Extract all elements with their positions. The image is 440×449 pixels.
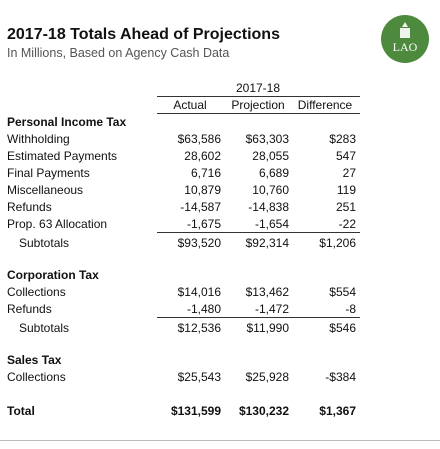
cell: $12,536 — [177, 321, 221, 335]
cell: $130,232 — [238, 404, 289, 418]
cell: $14,016 — [177, 285, 221, 299]
group-rule — [157, 96, 360, 97]
cell: 10,879 — [184, 183, 221, 197]
cell: $554 — [329, 285, 356, 299]
cell: -1,654 — [254, 217, 289, 231]
cell: $25,543 — [177, 370, 221, 384]
cell: $131,599 — [170, 404, 221, 418]
title: 2017-18 Totals Ahead of Projections — [7, 26, 280, 43]
cell: -1,480 — [186, 302, 221, 316]
row-label: Miscellaneous — [7, 183, 84, 197]
cell: $1,367 — [319, 404, 356, 418]
cell: -1,472 — [254, 302, 289, 316]
header-rule — [157, 113, 360, 114]
logo: LAO — [381, 15, 429, 63]
row-label: Subtotals — [19, 236, 70, 250]
section-heading: Corporation Tax — [7, 268, 99, 282]
cell: 28,055 — [252, 149, 289, 163]
cell: 27 — [342, 166, 356, 180]
cell: -14,587 — [180, 200, 221, 214]
column-header: Difference — [297, 98, 353, 112]
cell: 6,716 — [190, 166, 221, 180]
cell: $92,314 — [245, 236, 289, 250]
cell: $63,586 — [177, 132, 221, 146]
cell: -22 — [338, 217, 356, 231]
row-label: Prop. 63 Allocation — [7, 217, 108, 231]
row-label: Withholding — [7, 132, 70, 146]
subtitle: In Millions, Based on Agency Cash Data — [7, 46, 230, 60]
cell: $1,206 — [319, 236, 356, 250]
row-label: Collections — [7, 285, 66, 299]
column-header: Actual — [173, 98, 207, 112]
cell: 10,760 — [252, 183, 289, 197]
row-label: Collections — [7, 370, 66, 384]
cell: -14,838 — [248, 200, 289, 214]
cell: 251 — [335, 200, 356, 214]
cell: $283 — [329, 132, 356, 146]
cell: -8 — [345, 302, 356, 316]
cell: $25,928 — [245, 370, 289, 384]
row-label: Estimated Payments — [7, 149, 118, 163]
row-label: Total — [7, 404, 35, 418]
section-heading: Personal Income Tax — [7, 115, 127, 129]
cell: $546 — [329, 321, 356, 335]
cell: $13,462 — [245, 285, 289, 299]
row-label: Subtotals — [19, 321, 70, 335]
cell: 6,689 — [258, 166, 289, 180]
cell: $63,303 — [245, 132, 289, 146]
column-header: Projection — [231, 98, 285, 112]
cell: 547 — [335, 149, 356, 163]
subtotal-rule — [157, 317, 360, 318]
cell: $93,520 — [177, 236, 221, 250]
cell: 119 — [336, 183, 356, 197]
subtotal-rule — [157, 232, 360, 233]
cell: -$384 — [325, 370, 356, 384]
cell: 28,602 — [184, 149, 221, 163]
row-label: Refunds — [7, 302, 52, 316]
bottom-rule — [0, 440, 440, 441]
cell: -1,675 — [186, 217, 221, 231]
section-heading: Sales Tax — [7, 353, 62, 367]
row-label: Final Payments — [7, 166, 90, 180]
cell: $11,990 — [246, 321, 290, 335]
logo-text: LAO — [393, 40, 418, 54]
row-label: Refunds — [7, 200, 52, 214]
group-header: 2017-18 — [235, 81, 281, 95]
